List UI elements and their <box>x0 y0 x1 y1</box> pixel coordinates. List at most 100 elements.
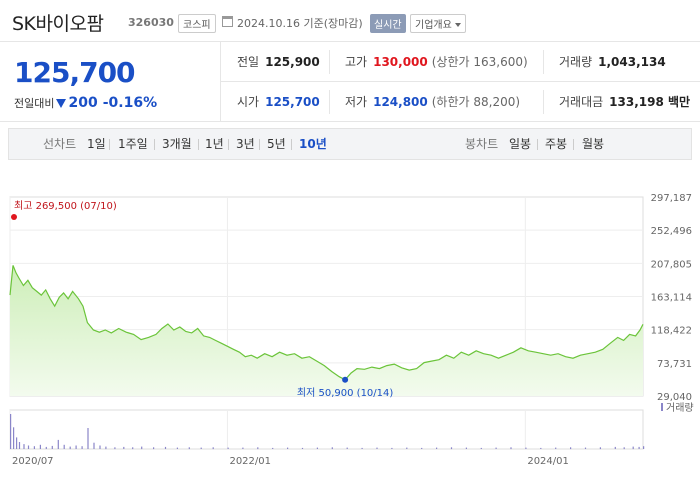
stat-prev-close: 전일 125,900 <box>237 42 320 82</box>
volume-bar <box>346 447 348 449</box>
divider <box>228 139 229 150</box>
divider <box>329 50 330 74</box>
volume-bar <box>287 447 289 449</box>
volume-bar <box>480 447 482 449</box>
volume-bar <box>465 447 467 449</box>
volume-bar <box>10 414 12 449</box>
stat-value: 1,043,134 <box>598 55 666 69</box>
chevron-down-icon <box>454 23 461 27</box>
y-tick-label: 207,805 <box>651 259 692 270</box>
high-annotation: 최고 269,500 (07/10) <box>14 200 117 212</box>
tab-10years[interactable]: 10년 <box>299 137 327 151</box>
tab-3months[interactable]: 3개월 <box>162 137 192 151</box>
volume-bar <box>614 446 616 449</box>
divider <box>198 139 199 150</box>
calendar-icon <box>222 16 233 27</box>
stats-row: 시가 125,700 저가 124,800 (하한가 88,200) 거래대금 133,… <box>221 82 700 122</box>
volume-bar <box>242 447 244 449</box>
tab-5years[interactable]: 5년 <box>267 137 286 151</box>
price-chart: 최고 269,500 (07/10) 최저 50,900 (10/14) 297,… <box>0 180 700 484</box>
current-price: 125,700 <box>14 56 136 89</box>
volume-bar <box>75 445 77 449</box>
volume-bar <box>316 447 318 449</box>
volume-bar <box>495 447 497 449</box>
down-triangle-icon <box>56 99 67 108</box>
volume-bar <box>555 447 557 449</box>
live-badge: 실시간 <box>370 14 406 33</box>
price-line <box>9 265 644 381</box>
volume-bar <box>272 447 274 449</box>
volume-bar <box>227 447 229 449</box>
volume-bar <box>13 427 15 449</box>
volume-bar <box>176 447 178 449</box>
volume-bar <box>16 437 18 449</box>
divider <box>329 90 330 114</box>
volume-legend-swatch <box>661 403 663 411</box>
volume-bar <box>141 446 143 450</box>
tab-1week[interactable]: 1주일 <box>118 137 148 151</box>
tab-1day[interactable]: 1일 <box>87 137 106 151</box>
price-change: 전일대비 200 -0.16% <box>14 95 157 111</box>
volume-bar <box>421 447 423 449</box>
volume-bar <box>99 445 101 449</box>
tab-monthly-candle[interactable]: 월봉 <box>582 137 605 151</box>
tab-3years[interactable]: 3년 <box>236 137 255 151</box>
volume-bar <box>540 447 542 449</box>
volume-bar <box>632 446 634 450</box>
market-badge: 코스피 <box>178 14 216 33</box>
volume-bar <box>361 447 363 449</box>
volume-bar <box>450 447 453 450</box>
stat-low: 저가 124,800 (하한가 88,200) <box>345 82 520 122</box>
volume-bar <box>114 447 116 450</box>
volume-bar <box>23 444 25 449</box>
volume-bar <box>510 447 512 450</box>
stat-value: 124,800 <box>373 95 428 109</box>
volume-bar <box>57 439 59 449</box>
stock-header: SK바이오팜 326030 코스피 2024.10.16 기준(장마감) 실시간… <box>0 0 700 42</box>
divider <box>537 139 538 150</box>
volume-bar <box>63 444 65 449</box>
stat-label: 고가 <box>345 55 368 69</box>
volume-bar <box>257 447 259 450</box>
volume-bar <box>93 442 95 449</box>
volume-bar <box>188 447 190 450</box>
volume-bar <box>81 446 83 449</box>
volume-bar <box>525 447 527 449</box>
volume-bar <box>570 447 572 450</box>
stat-label: 시가 <box>237 95 260 109</box>
divider <box>543 90 544 114</box>
volume-bar <box>69 446 71 450</box>
line-chart-label: 선차트 <box>43 137 77 151</box>
volume-bar <box>331 447 333 450</box>
volume-bar <box>132 447 134 450</box>
volume-bar <box>406 447 408 449</box>
price-chart-svg: 최고 269,500 (07/10) 최저 50,900 (10/14) 297,… <box>9 193 694 467</box>
stat-open: 시가 125,700 <box>237 82 320 122</box>
tab-daily-candle[interactable]: 일봉 <box>509 137 532 151</box>
stats-row: 전일 125,900 고가 130,000 (상한가 163,600) 거래량 1,04… <box>221 42 700 82</box>
stat-label: 저가 <box>345 95 368 109</box>
volume-bar <box>212 447 214 450</box>
x-tick-label: 2024/01 <box>527 456 569 467</box>
stat-value: 133,198 백만 <box>609 95 691 109</box>
volume-bar <box>376 447 378 449</box>
tab-weekly-candle[interactable]: 주봉 <box>545 137 568 151</box>
stat-label: 거래량 <box>559 55 593 69</box>
y-tick-label: 118,422 <box>651 326 692 337</box>
volume-bar <box>105 446 107 450</box>
stat-volume: 거래량 1,043,134 <box>559 42 666 82</box>
y-tick-label: 252,496 <box>651 226 692 237</box>
divider <box>573 139 574 150</box>
volume-bar <box>623 447 625 450</box>
stats-grid: 전일 125,900 고가 130,000 (상한가 163,600) 거래량 1,04… <box>220 42 700 122</box>
stat-value: 125,700 <box>265 95 320 109</box>
tab-1year[interactable]: 1년 <box>205 137 224 151</box>
volume-bar <box>436 447 438 449</box>
volume-bar <box>584 447 587 449</box>
volume-bar <box>87 428 89 449</box>
low-marker <box>342 376 349 383</box>
company-overview-button[interactable]: 기업개요 <box>410 14 466 33</box>
price-area <box>10 265 643 396</box>
y-tick-label: 163,114 <box>651 293 692 304</box>
volume-bar <box>39 444 41 449</box>
